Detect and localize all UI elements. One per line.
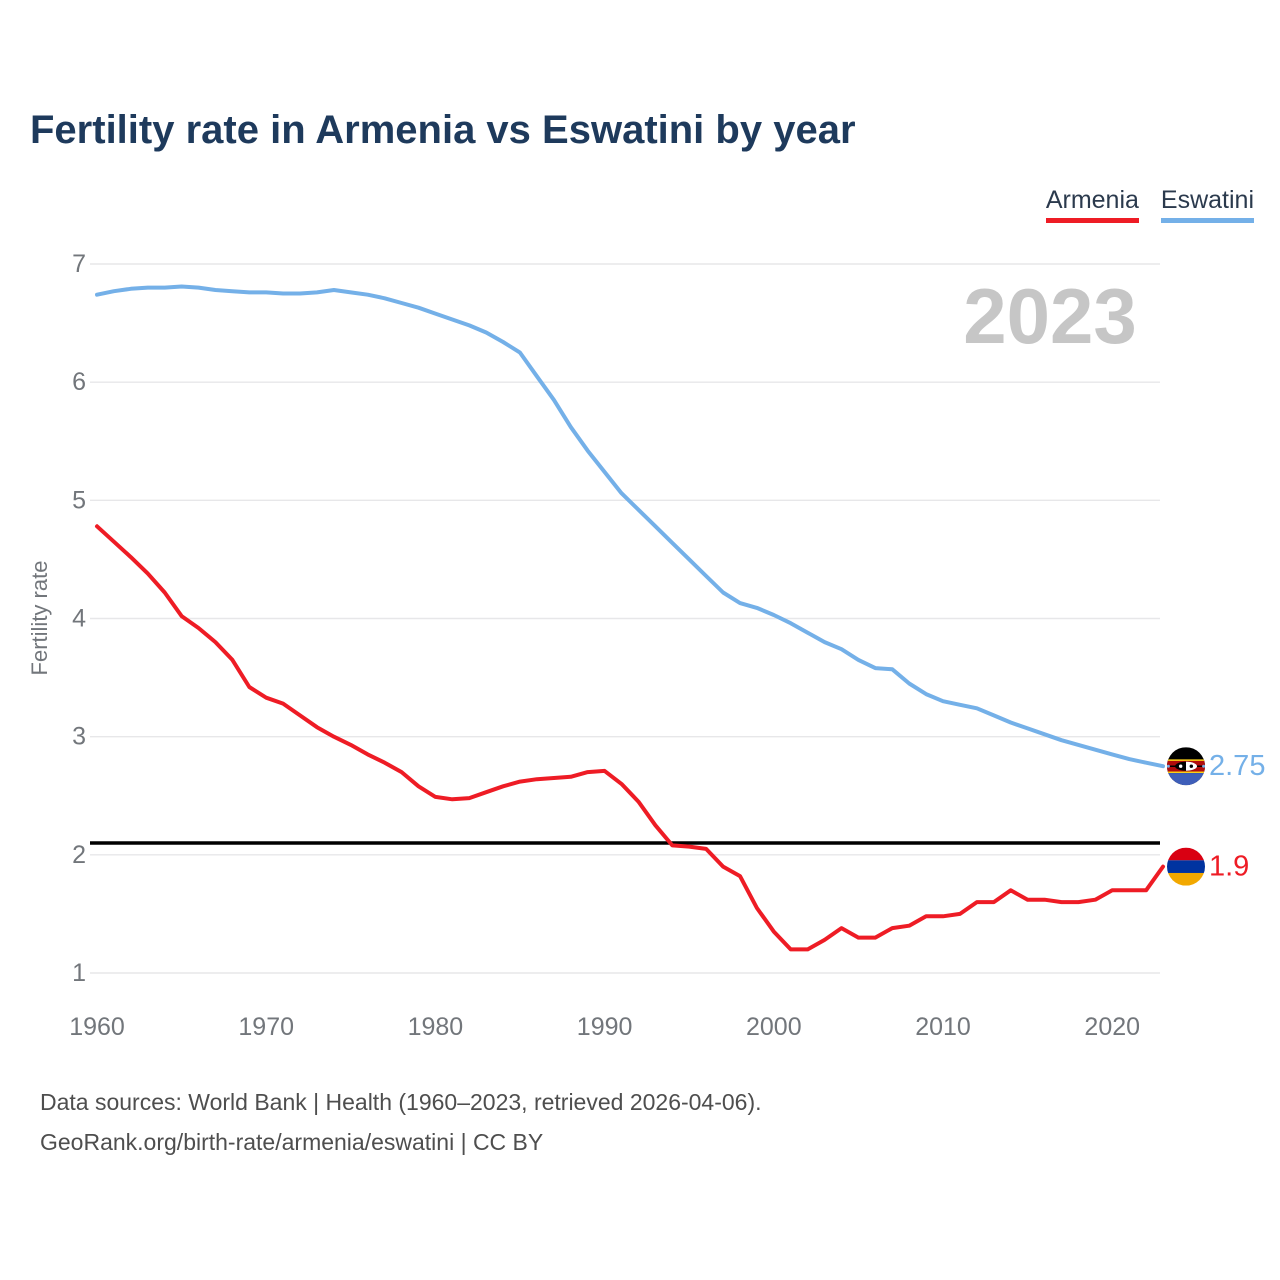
x-tick-label-1990: 1990 bbox=[577, 1013, 633, 1041]
end-value-label-eswatini: 2.75 bbox=[1209, 750, 1265, 782]
armenia-flag-icon bbox=[1167, 847, 1205, 886]
footer: Data sources: World Bank | Health (1960–… bbox=[40, 1082, 762, 1162]
attribution-line: GeoRank.org/birth-rate/armenia/eswatini … bbox=[40, 1129, 544, 1156]
series-line-armenia bbox=[95, 524, 1165, 952]
eswatini-flag-icon bbox=[1167, 747, 1205, 786]
legend-item-eswatini[interactable]: Eswatini bbox=[1160, 186, 1254, 223]
y-tick-label-6: 6 bbox=[72, 368, 86, 396]
data-source-line: Data sources: World Bank | Health (1960–… bbox=[40, 1089, 762, 1115]
end-value-label-armenia: 1.9 bbox=[1209, 851, 1249, 883]
y-tick-label-2: 2 bbox=[72, 841, 86, 869]
y-tick-label-1: 1 bbox=[72, 959, 86, 987]
chart-title: Fertility rate in Armenia vs Eswatini by… bbox=[30, 108, 856, 152]
y-tick-label-3: 3 bbox=[72, 723, 86, 751]
series-line-eswatini bbox=[95, 284, 1165, 769]
legend: Armenia Eswatini bbox=[1045, 186, 1254, 223]
x-tick-label-2010: 2010 bbox=[915, 1013, 971, 1041]
y-tick-label-5: 5 bbox=[72, 486, 86, 514]
x-tick-label-1980: 1980 bbox=[408, 1013, 464, 1041]
watermark-year: 2023 bbox=[963, 272, 1137, 360]
legend-item-armenia[interactable]: Armenia bbox=[1045, 186, 1139, 223]
x-tick-label-2020: 2020 bbox=[1084, 1013, 1140, 1041]
x-tick-label-2000: 2000 bbox=[746, 1013, 802, 1041]
x-tick-label-1970: 1970 bbox=[238, 1013, 294, 1041]
y-axis-title: Fertility rate bbox=[27, 561, 52, 676]
x-tick-label-1960: 1960 bbox=[69, 1013, 125, 1041]
y-tick-label-4: 4 bbox=[72, 605, 86, 633]
y-tick-label-7: 7 bbox=[72, 250, 86, 278]
